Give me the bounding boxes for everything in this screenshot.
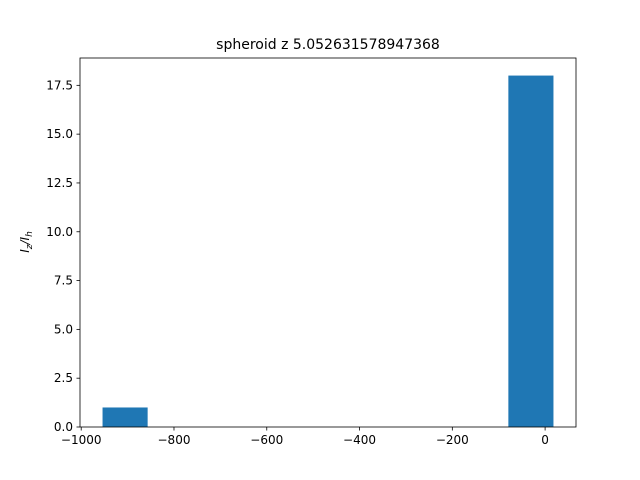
x-tick-label: −600 [250,433,283,447]
axes-frame [79,57,577,428]
y-axis-label: Iz/Ih [18,231,35,253]
x-tick-label: −200 [436,433,469,447]
y-tick-label: 10.0 [46,225,73,239]
y-label-part: h [25,231,35,237]
y-tick-label: 5.0 [54,322,73,336]
y-tick-label: 15.0 [46,127,73,141]
y-tick-label: 0.0 [54,420,73,434]
chart-title: spheroid z 5.052631578947368 [216,37,440,53]
y-label-part: I [18,249,32,253]
y-tick-label: 7.5 [54,274,73,288]
x-tick-label: 0 [541,433,549,447]
bar [102,407,148,427]
x-tick-label: −800 [158,433,191,447]
x-tick-label: −1000 [61,433,102,447]
y-tick-label: 17.5 [46,78,73,92]
y-tick-label: 2.5 [54,371,73,385]
y-label-part: z [25,244,35,250]
y-tick-label: 12.5 [46,176,73,190]
y-label-part: /I [18,236,32,245]
x-tick-label: −400 [343,433,376,447]
bar [508,75,554,428]
